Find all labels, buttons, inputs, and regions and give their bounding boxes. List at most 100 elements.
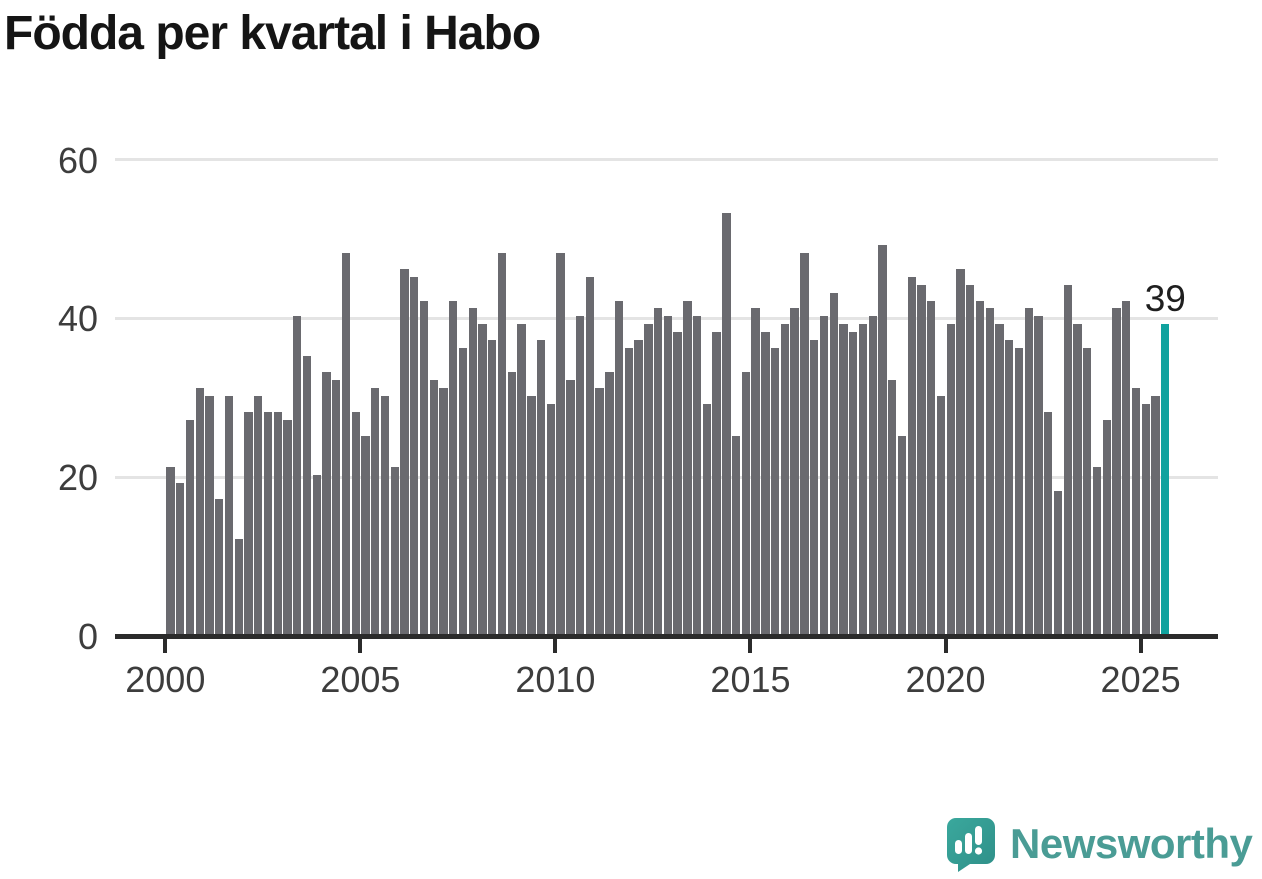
bar [546, 403, 555, 634]
bar [585, 276, 595, 634]
bar [419, 300, 429, 634]
bar [907, 276, 916, 634]
bar [244, 411, 253, 634]
bar [663, 316, 673, 634]
bar [478, 324, 487, 634]
x-axis-label: 2020 [905, 659, 986, 700]
bar [839, 324, 848, 634]
bar [1122, 300, 1131, 634]
bar [849, 332, 858, 634]
bar [770, 348, 780, 634]
bar [624, 348, 634, 634]
bar [351, 411, 360, 634]
bar [449, 300, 458, 634]
bar [332, 379, 341, 634]
bar [166, 467, 175, 634]
bar [888, 379, 897, 634]
bar [234, 538, 243, 634]
bar [653, 308, 663, 634]
bar [1063, 284, 1072, 634]
highlighted-bar [1161, 324, 1170, 634]
bar [1005, 340, 1014, 634]
bar [644, 324, 653, 634]
bar [361, 435, 370, 634]
bar [1044, 411, 1053, 634]
bar [761, 332, 770, 634]
bar [1024, 308, 1033, 634]
x-axis-tick [553, 639, 558, 653]
newsworthy-logo-icon [947, 818, 995, 872]
bar [712, 332, 721, 634]
gridline-y60 [115, 158, 1218, 162]
bar [185, 419, 195, 634]
x-axis-label: 2025 [1100, 659, 1181, 700]
bar [527, 395, 536, 634]
bar [1151, 395, 1160, 634]
bar [341, 252, 351, 634]
bar [800, 252, 809, 634]
bar [195, 387, 204, 634]
chart-title: Födda per kvartal i Habo [4, 7, 541, 60]
x-axis-tick [943, 639, 948, 653]
x-axis-label: 2005 [320, 659, 401, 700]
bar [205, 395, 214, 634]
x-axis-tick [358, 639, 363, 653]
bar [254, 395, 263, 634]
bar [1053, 491, 1063, 634]
x-axis-label: 2000 [125, 659, 206, 700]
bar [312, 475, 321, 634]
x-axis-tick [748, 639, 753, 653]
bar [614, 300, 624, 634]
bar [1092, 467, 1102, 634]
bar [751, 308, 760, 634]
bar [468, 308, 477, 634]
bar [517, 324, 526, 634]
newsworthy-logo-text: Newsworthy [1010, 820, 1253, 867]
bar [966, 284, 975, 634]
bar [878, 244, 887, 634]
bar [1083, 348, 1092, 634]
bar [790, 308, 799, 634]
bar [741, 371, 751, 634]
bar [780, 324, 790, 634]
bar [536, 340, 546, 634]
bar [293, 316, 302, 634]
bar [673, 332, 682, 634]
bar [702, 403, 712, 634]
bar [1034, 316, 1043, 634]
bar [371, 387, 380, 634]
bar [566, 379, 575, 634]
x-axis-tick [163, 639, 168, 653]
newsworthy-branding: Newsworthy [944, 814, 1262, 874]
bar [224, 395, 234, 634]
bar [273, 411, 282, 634]
bar [380, 395, 390, 634]
bar [488, 340, 497, 634]
bar [897, 435, 907, 634]
highlight-value-label: 39 [1144, 278, 1186, 320]
bar [692, 316, 702, 634]
bar [322, 371, 331, 634]
bar [556, 252, 565, 634]
bar [302, 356, 312, 634]
x-axis-label: 2010 [515, 659, 596, 700]
bar [946, 324, 955, 634]
bar [731, 435, 741, 634]
bar [263, 411, 273, 634]
bar [936, 395, 946, 634]
bar [917, 284, 926, 634]
bar [595, 387, 604, 634]
bar [809, 340, 819, 634]
bar [995, 324, 1004, 634]
bar [722, 213, 731, 634]
bar [634, 340, 643, 634]
bar [829, 292, 838, 634]
bar [497, 252, 507, 634]
bar [400, 268, 409, 634]
bar [1141, 403, 1150, 634]
y-axis-label: 40 [57, 298, 98, 340]
bar [176, 483, 185, 634]
bar [868, 316, 877, 634]
